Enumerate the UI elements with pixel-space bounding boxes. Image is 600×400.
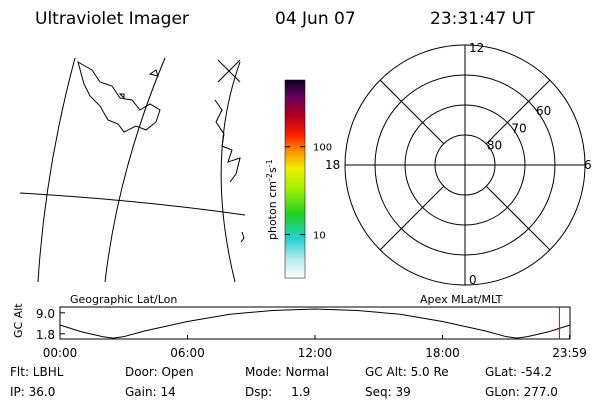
- ring-label: 60: [536, 104, 551, 118]
- colorbar-label: photon cm-2s-1: [265, 159, 279, 240]
- ring: [374, 74, 556, 256]
- mlt-label: 0: [469, 273, 477, 287]
- x-tick-label: 06:00: [170, 346, 205, 360]
- x-tick-label: 18:00: [425, 346, 460, 360]
- status-field: Dsp: 1.9: [245, 385, 310, 399]
- status-field: Door: Open: [125, 365, 194, 379]
- unit-exp: -1: [265, 159, 274, 167]
- status-field: IP: 36.0: [10, 385, 55, 399]
- panel-label: Apex MLat/MLT: [420, 293, 503, 306]
- title: Ultraviolet Imager: [35, 9, 189, 29]
- x-tick-label: 00:00: [43, 346, 78, 360]
- altitude-line: [59, 308, 571, 339]
- unit: photon cm: [266, 181, 279, 240]
- ring: [404, 104, 526, 226]
- unit-exp: -2: [265, 173, 274, 181]
- map: [19, 57, 246, 283]
- ring: [344, 44, 586, 286]
- status-field: Seq: 39: [365, 385, 411, 399]
- y-label: GC Alt: [12, 303, 25, 338]
- mlt-label: 18: [325, 158, 340, 172]
- status-field: GC Alt: 5.0 Re: [365, 365, 449, 379]
- status-field: GLat: -54.2: [485, 365, 552, 379]
- status-field: GLon: 277.0: [485, 385, 558, 399]
- ring-label: 70: [511, 121, 526, 135]
- mlt-label: 12: [469, 41, 484, 55]
- status-field: Gain: 14: [125, 385, 176, 399]
- status-field: Mode: Normal: [245, 365, 329, 379]
- y-tick-label: 1.8: [36, 328, 55, 342]
- y-tick-label: 9.0: [36, 307, 55, 321]
- date: 04 Jun 07: [275, 9, 356, 29]
- x-tick-label: 23:59: [552, 346, 587, 360]
- altitude-frame: [59, 306, 571, 340]
- ring: [434, 134, 496, 196]
- mlt-label: 6: [584, 158, 592, 172]
- colorbar: [284, 79, 306, 279]
- status-field: Flt: LBHL: [10, 365, 64, 379]
- tick-label: 100: [313, 143, 332, 154]
- panel-label: Geographic Lat/Lon: [70, 293, 177, 306]
- tick-label: 10: [313, 231, 326, 242]
- x-tick-label: 12:00: [298, 346, 333, 360]
- unit: s: [266, 167, 279, 173]
- time: 23:31:47 UT: [430, 9, 535, 29]
- ring-label: 80: [487, 138, 502, 152]
- polar-spokes: [345, 45, 585, 285]
